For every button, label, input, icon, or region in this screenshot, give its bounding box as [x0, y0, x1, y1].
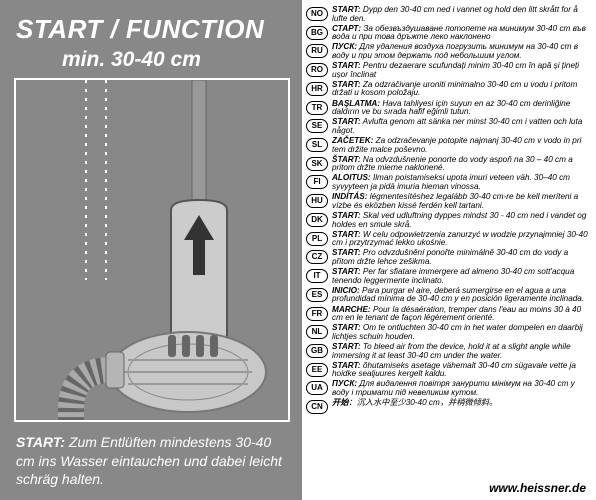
country-code: UA — [306, 381, 328, 395]
language-text: INICIO: Para purgar el aire, deberá sume… — [332, 287, 590, 304]
country-code: TR — [306, 101, 328, 115]
left-panel: START / FUNCTION min. 30-40 cm — [0, 0, 302, 500]
language-text: START: õhutamiseks asetage vähemalt 30-4… — [332, 362, 590, 379]
language-row: HU INDÍTÁS: légmentesítéshez legalább 30-… — [306, 193, 590, 210]
country-code: FR — [306, 307, 328, 321]
country-code: DK — [306, 213, 328, 227]
country-code: HR — [306, 82, 328, 96]
country-code: ES — [306, 288, 328, 302]
language-text: INDÍTÁS: légmentesítéshez legalább 30-40… — [332, 193, 590, 210]
country-code: EE — [306, 363, 328, 377]
country-code: CN — [306, 400, 328, 414]
language-text: START: Dypp den 30-40 cm ned i vannet og… — [332, 6, 590, 23]
language-text: START: Za odzračivanje uroniti minimalno… — [332, 81, 590, 98]
country-code: BG — [306, 26, 328, 40]
language-text: START: Om te ontluchten 30-40 cm in het … — [332, 324, 590, 341]
footer-text: START: Zum Entlüften mindestens 30-40 cm… — [16, 433, 288, 488]
language-row: EE START: õhutamiseks asetage vähemalt 30… — [306, 362, 590, 379]
illustration-box — [14, 78, 290, 422]
language-row: HR START: Za odzračivanje uroniti minimal… — [306, 81, 590, 98]
language-row: FR MARCHE: Pour la désaération, tremper d… — [306, 306, 590, 323]
language-text: START: To bleed air from the device, hol… — [332, 343, 590, 360]
language-text: START: Avlufta genom att sänka ner minst… — [332, 118, 590, 135]
title-main: START / FUNCTION — [16, 14, 264, 45]
country-code: FI — [306, 175, 328, 189]
country-code: HU — [306, 194, 328, 208]
language-text: START: W celu odpowietrzenia zanurzyć w … — [332, 231, 590, 248]
language-row: ES INICIO: Para purgar el aire, deberá su… — [306, 287, 590, 304]
language-text: START: Pro odvzdušnění ponořte minimálně… — [332, 249, 590, 266]
country-code: IT — [306, 269, 328, 283]
language-row: IT START: Per far sfiatare immergere ad a… — [306, 268, 590, 285]
website-url: www.heissner.de — [489, 481, 586, 495]
country-code: GB — [306, 344, 328, 358]
language-text: ZAČETEK: Za odzračevanje potopite najman… — [332, 137, 590, 154]
language-row: SE START: Avlufta genom att sänka ner min… — [306, 118, 590, 135]
language-row: RU ПУСК: Для удаления воздуха погрузить м… — [306, 43, 590, 60]
language-row: DK START: Skal ved udluftning dyppes mind… — [306, 212, 590, 229]
footer-label: START: — [16, 434, 65, 450]
country-code: SK — [306, 157, 328, 171]
language-text: ALOITUS: Ilman poistamiseksi upota imuri… — [332, 174, 590, 191]
language-text: СТАРТ: За обезвъздушаване потопете на ми… — [332, 25, 590, 42]
language-text: START: Pentru dezaerare scufundați minim… — [332, 62, 590, 79]
language-row: CZ START: Pro odvzdušnění ponořte minimál… — [306, 249, 590, 266]
language-row: TR BAŞLATMA: Hava tahliyesi için suyun en… — [306, 100, 590, 117]
language-text: ŠTART: Na odvzdušnenie ponorte do vody a… — [332, 156, 590, 173]
language-row: GB START: To bleed air from the device, h… — [306, 343, 590, 360]
language-text: START: Skal ved udluftning dyppes mindst… — [332, 212, 590, 229]
language-row: SL ZAČETEK: Za odzračevanje potopite najm… — [306, 137, 590, 154]
language-row: NL START: Om te ontluchten 30-40 cm in he… — [306, 324, 590, 341]
language-text: ПУСК: Для видалення повітря занурити мін… — [332, 380, 590, 397]
language-row: SK ŠTART: Na odvzdušnenie ponorte do vody… — [306, 156, 590, 173]
language-text: MARCHE: Pour la désaération, tremper dan… — [332, 306, 590, 323]
language-text: ПУСК: Для удаления воздуха погрузить мин… — [332, 43, 590, 60]
country-code: SE — [306, 119, 328, 133]
language-list: NO START: Dypp den 30-40 cm ned i vannet … — [306, 6, 590, 414]
language-row: PL START: W celu odpowietrzenia zanurzyć … — [306, 231, 590, 248]
country-code: NO — [306, 7, 328, 21]
country-code: NL — [306, 325, 328, 339]
country-code: SL — [306, 138, 328, 152]
title-sub: min. 30-40 cm — [62, 48, 201, 72]
language-row: CN 开始：沉入水中至少30-40 cm，并稍微倾斜。 — [306, 399, 590, 414]
pump-illustration-icon — [16, 80, 290, 422]
country-code: RU — [306, 44, 328, 58]
country-code: CZ — [306, 250, 328, 264]
language-text: START: Per far sfiatare immergere ad alm… — [332, 268, 590, 285]
language-row: NO START: Dypp den 30-40 cm ned i vannet … — [306, 6, 590, 23]
language-row: FI ALOITUS: Ilman poistamiseksi upota imu… — [306, 174, 590, 191]
right-panel: NO START: Dypp den 30-40 cm ned i vannet … — [302, 0, 596, 500]
country-code: RO — [306, 63, 328, 77]
language-row: BG СТАРТ: За обезвъздушаване потопете на … — [306, 25, 590, 42]
language-text: BAŞLATMA: Hava tahliyesi için suyun en a… — [332, 100, 590, 117]
language-text: 开始：沉入水中至少30-40 cm，并稍微倾斜。 — [332, 399, 590, 408]
language-row: UA ПУСК: Для видалення повітря занурити м… — [306, 380, 590, 397]
language-row: RO START: Pentru dezaerare scufundați min… — [306, 62, 590, 79]
country-code: PL — [306, 232, 328, 246]
